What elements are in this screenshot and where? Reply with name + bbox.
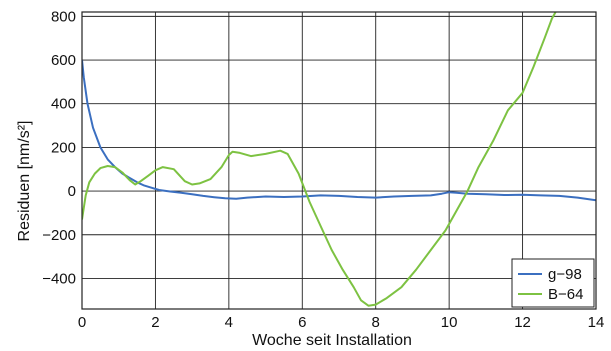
y-tick-label: −400 <box>42 270 76 287</box>
x-tick-label: 14 <box>588 314 605 331</box>
y-tick-label: 200 <box>51 139 76 156</box>
legend-box <box>511 258 595 308</box>
series-line-g98 <box>82 59 596 202</box>
x-tick-labels: 0 2 4 6 8 10 12 14 <box>78 314 605 331</box>
series-line-b64 <box>82 12 557 307</box>
legend: g−98 B−64 <box>511 258 595 308</box>
plot-frame <box>81 11 597 310</box>
y-tick-labels: −400 −200 0 200 400 600 800 <box>42 8 76 287</box>
legend-entry: g−98 <box>548 266 582 283</box>
x-tick-label: 2 <box>151 314 159 331</box>
y-tick-label: −200 <box>42 227 76 244</box>
y-tick-label: 600 <box>51 52 76 69</box>
x-tick-label: 6 <box>298 314 306 331</box>
y-tick-label: 0 <box>68 183 76 200</box>
x-tick-label: 0 <box>78 314 86 331</box>
x-tick-label: 4 <box>225 314 233 331</box>
x-tick-label: 10 <box>441 314 458 331</box>
y-tick-label: 800 <box>51 8 76 25</box>
x-axis-label: Woche seit Installation <box>252 332 412 349</box>
y-axis-label: Residuen [nm/s²] <box>16 121 33 242</box>
x-tick-label: 12 <box>514 314 531 331</box>
x-tick-label: 8 <box>372 314 380 331</box>
series-lines <box>82 12 596 307</box>
legend-entry: B−64 <box>548 286 583 303</box>
y-tick-label: 400 <box>51 96 76 113</box>
